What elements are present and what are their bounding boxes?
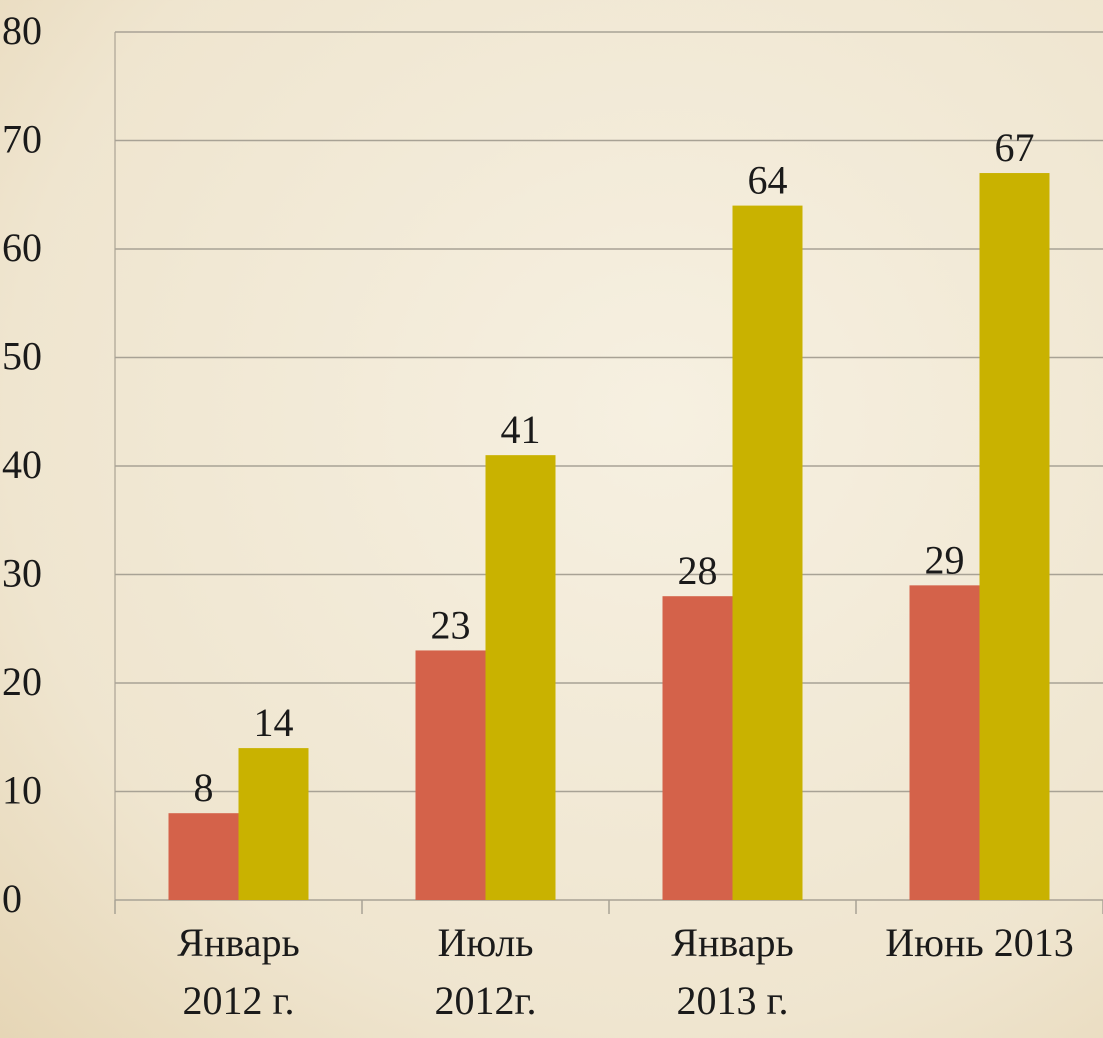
- y-tick-label: 40: [2, 442, 42, 487]
- x-tick-label: Январь 2012 г.: [177, 920, 300, 1023]
- bar: [732, 205, 803, 901]
- x-tick-label: Июль 2012г.: [434, 920, 537, 1023]
- y-tick-label: 70: [2, 117, 42, 162]
- y-tick-label: 20: [2, 659, 42, 704]
- data-label: 41: [501, 407, 541, 452]
- y-tick-label: 80: [2, 8, 42, 53]
- data-label: 29: [925, 537, 965, 582]
- bar: [485, 455, 556, 900]
- bar: [979, 173, 1050, 901]
- bar: [238, 748, 309, 900]
- x-tick-label: Январь 2013 г.: [671, 920, 794, 1023]
- data-label: 28: [678, 548, 718, 593]
- bar: [909, 585, 980, 900]
- bar: [662, 596, 733, 900]
- bar: [415, 650, 486, 900]
- data-label: 67: [995, 125, 1035, 170]
- data-label: 23: [431, 602, 471, 647]
- data-label: 8: [194, 765, 214, 810]
- data-label: 14: [254, 700, 294, 745]
- x-tick-label: Июнь 2013: [885, 920, 1074, 965]
- y-tick-label: 50: [2, 334, 42, 379]
- bar: [168, 813, 239, 900]
- y-tick-label: 0: [2, 876, 22, 921]
- y-tick-label: 10: [2, 768, 42, 813]
- data-label: 64: [748, 158, 788, 203]
- y-tick-label: 60: [2, 225, 42, 270]
- y-tick-label: 30: [2, 551, 42, 596]
